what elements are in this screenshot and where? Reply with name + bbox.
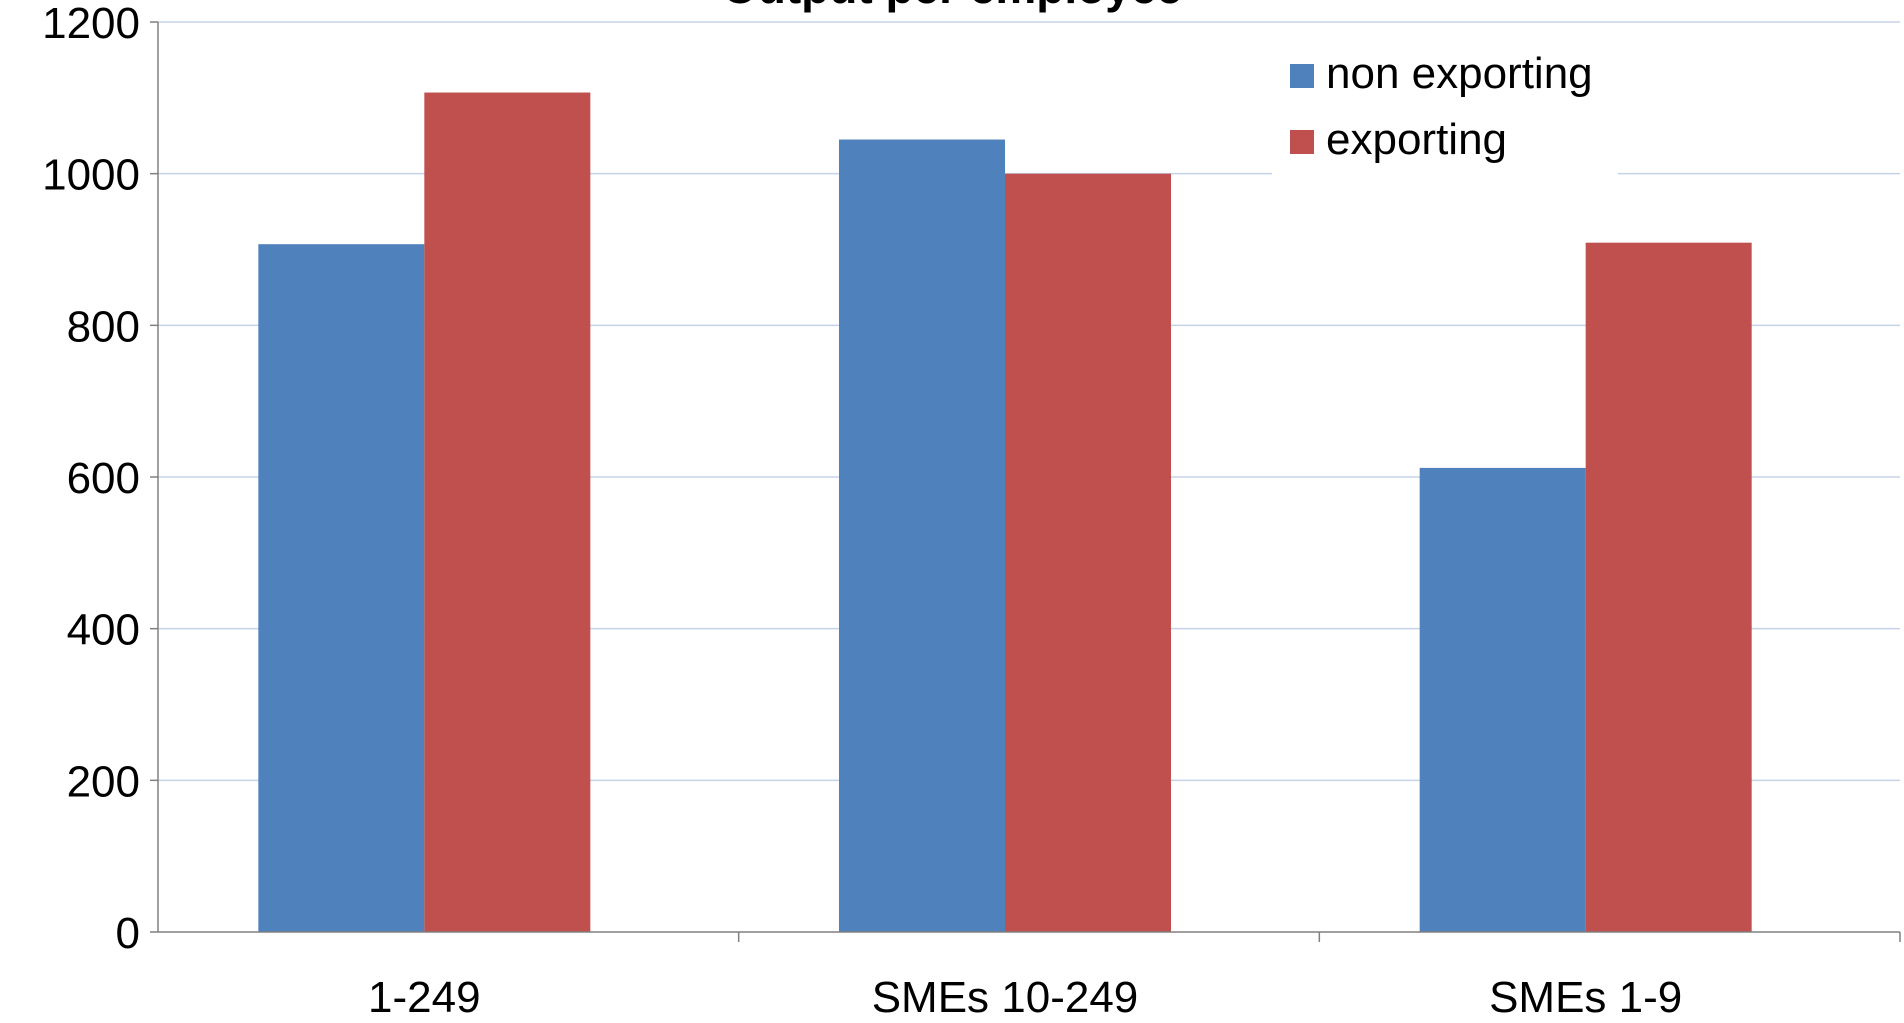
bar-non-exporting-2 <box>1419 467 1586 932</box>
legend-swatch <box>1290 64 1314 88</box>
x-tick-label: SMEs 1-9 <box>1489 973 1682 1022</box>
bar-exporting-2 <box>1585 242 1752 933</box>
x-tick-label: 1-249 <box>368 973 481 1022</box>
chart-title: Output per employee <box>722 0 1182 13</box>
bar-exporting-1 <box>1005 173 1171 932</box>
y-tick-label: 800 <box>67 302 140 351</box>
legend-label: exporting <box>1326 115 1507 164</box>
legend-box <box>1272 38 1618 186</box>
legend-label: non exporting <box>1326 49 1593 98</box>
bar-exporting-0 <box>424 92 591 932</box>
tick-labels: 0 200 400 600 800 1000 1200 1-249 SMEs 10-249 SME… <box>42 0 1682 1022</box>
x-tick-label: SMEs 10-249 <box>872 973 1139 1022</box>
bars <box>258 92 1752 933</box>
legend-swatch <box>1290 130 1314 154</box>
bar-non-exporting-0 <box>258 244 425 933</box>
y-tick-label: 0 <box>116 909 140 958</box>
axes <box>150 21 1901 942</box>
y-tick-label: 400 <box>67 606 140 655</box>
y-tick-label: 200 <box>67 757 140 806</box>
y-tick-label: 600 <box>67 454 140 503</box>
y-tick-label: 1200 <box>42 0 140 48</box>
legend: non exporting exporting <box>1272 38 1618 186</box>
bar-non-exporting-1 <box>839 139 1005 932</box>
y-tick-label: 1000 <box>42 151 140 200</box>
